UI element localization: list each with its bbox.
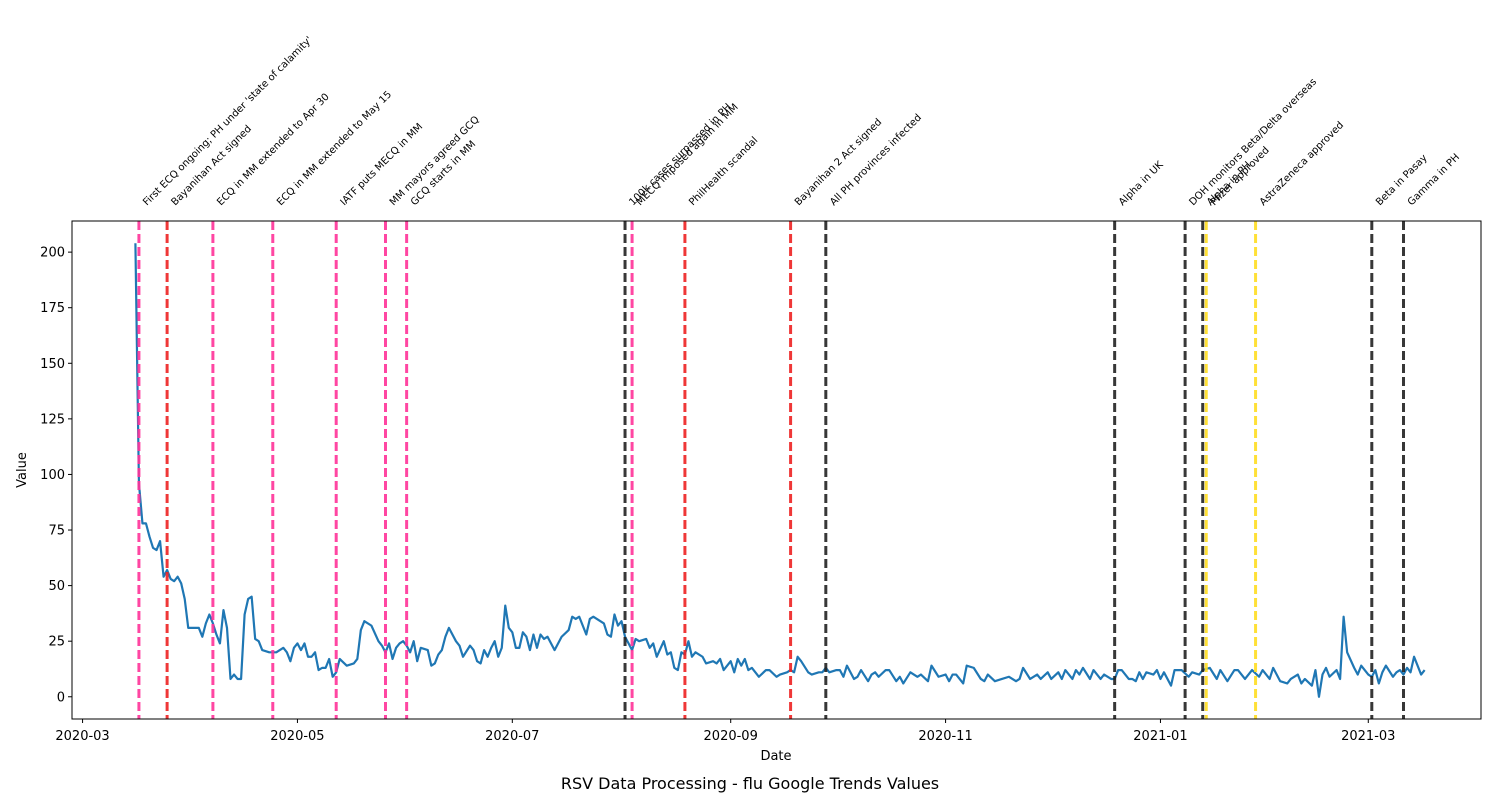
y-tick-label: 150 bbox=[40, 357, 65, 372]
event-label: MM mayors agreed GCQ bbox=[388, 114, 482, 208]
event-label: Alpha in UK bbox=[1117, 159, 1166, 208]
x-tick-label: 2021-01 bbox=[1133, 729, 1187, 744]
plot-frame bbox=[71, 220, 1482, 720]
event-label: MECQ imposed again in MM bbox=[634, 102, 740, 208]
x-tick-label: 2020-07 bbox=[485, 729, 539, 744]
event-label: DOH monitors Beta/Delta overseas bbox=[1187, 77, 1319, 209]
x-tick-label: 2020-05 bbox=[270, 729, 324, 744]
y-tick-label: 25 bbox=[48, 635, 65, 650]
x-tick-label: 2020-11 bbox=[918, 729, 972, 744]
data-line bbox=[134, 243, 1426, 698]
event-label: AstraZeneca approved bbox=[1258, 120, 1346, 208]
y-tick-label: 200 bbox=[40, 246, 65, 261]
y-tick-label: 50 bbox=[48, 579, 65, 594]
x-tick-label: 2021-03 bbox=[1341, 729, 1395, 744]
x-axis-label: Date bbox=[760, 749, 791, 764]
y-tick-label: 100 bbox=[40, 468, 65, 483]
chart-title: RSV Data Processing - flu Google Trends … bbox=[561, 774, 939, 793]
y-tick-label: 125 bbox=[40, 412, 65, 427]
x-tick-label: 2020-09 bbox=[704, 729, 758, 744]
event-label: First ECQ ongoing; PH under 'state of ca… bbox=[141, 35, 315, 209]
x-tick-label: 2020-03 bbox=[55, 729, 109, 744]
y-tick-label: 0 bbox=[57, 690, 65, 705]
y-tick-label: 175 bbox=[40, 301, 65, 316]
y-axis-label: Value bbox=[15, 452, 30, 488]
event-label: ECQ in MM extended to May 15 bbox=[275, 89, 394, 208]
y-tick-label: 75 bbox=[48, 524, 65, 539]
